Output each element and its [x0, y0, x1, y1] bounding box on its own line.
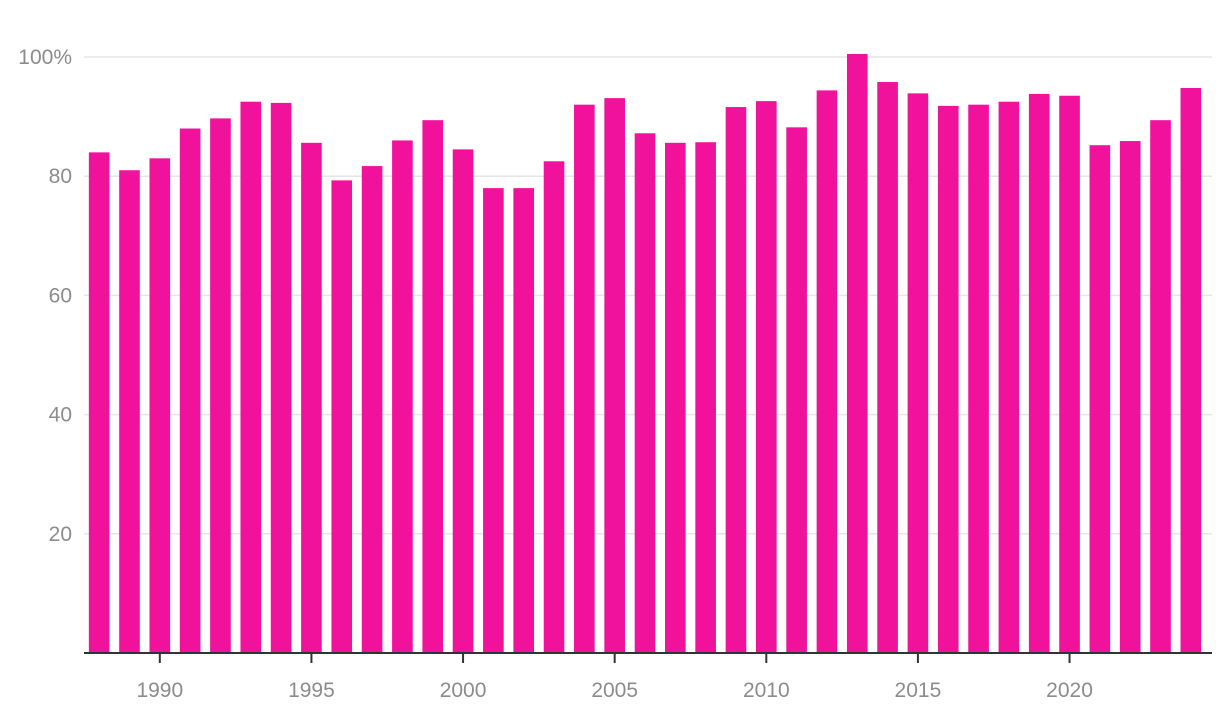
x-tick-label-2005: 2005 — [591, 679, 638, 702]
bar-2013 — [846, 54, 868, 653]
bar-1988 — [88, 152, 110, 654]
y-tick-label-80: 80 — [49, 165, 72, 188]
bar-2011 — [786, 127, 807, 653]
y-tick-label-40: 40 — [49, 404, 72, 427]
bar-1989 — [119, 170, 140, 654]
bars — [88, 54, 1202, 654]
bar-2008 — [695, 142, 716, 653]
bar-2018 — [998, 101, 1020, 653]
bar-1992 — [210, 118, 231, 653]
bar-2015 — [907, 93, 929, 653]
bar-2014 — [877, 82, 898, 654]
bar-2016 — [937, 105, 959, 653]
bar-1997 — [361, 166, 383, 653]
bar-1990 — [149, 158, 171, 653]
bar-1993 — [240, 101, 262, 653]
bar-1998 — [392, 140, 413, 653]
bar-2006 — [634, 133, 656, 654]
bar-2001 — [483, 188, 504, 653]
bar-2024 — [1180, 87, 1202, 653]
bar-1996 — [331, 180, 353, 653]
bar-1994 — [270, 102, 292, 654]
bar-2004 — [574, 104, 595, 654]
bar-2000 — [452, 149, 474, 653]
bar-2005 — [604, 98, 625, 653]
x-axis-ticks: 1990 1995 2000 2005 2010 2015 2020 — [136, 653, 1093, 702]
bar-1999 — [422, 120, 444, 653]
bar-2021 — [1089, 145, 1111, 653]
bar-2017 — [968, 104, 989, 654]
x-tick-label-2020: 2020 — [1046, 679, 1093, 702]
bar-1995 — [301, 142, 322, 653]
bar-2009 — [725, 107, 747, 653]
bar-2002 — [513, 188, 535, 653]
y-axis-tick-labels: 20 40 60 80 100% — [18, 46, 72, 546]
x-tick-label-2010: 2010 — [743, 679, 790, 702]
x-tick-label-1995: 1995 — [288, 679, 335, 702]
x-tick-label-2000: 2000 — [440, 679, 487, 702]
y-tick-label-60: 60 — [49, 284, 72, 307]
bar-2003 — [543, 161, 565, 654]
bar-2012 — [816, 90, 838, 654]
y-tick-label-100: 100% — [18, 46, 72, 69]
bar-2019 — [1028, 93, 1050, 653]
bar-2022 — [1119, 141, 1141, 653]
bar-1991 — [179, 128, 201, 653]
x-tick-label-1990: 1990 — [136, 679, 183, 702]
bar-2007 — [665, 142, 686, 653]
bar-2023 — [1150, 120, 1171, 653]
bar-2020 — [1059, 95, 1080, 654]
y-tick-label-20: 20 — [49, 523, 72, 546]
x-tick-label-2015: 2015 — [895, 679, 942, 702]
bar-2010 — [755, 101, 777, 653]
